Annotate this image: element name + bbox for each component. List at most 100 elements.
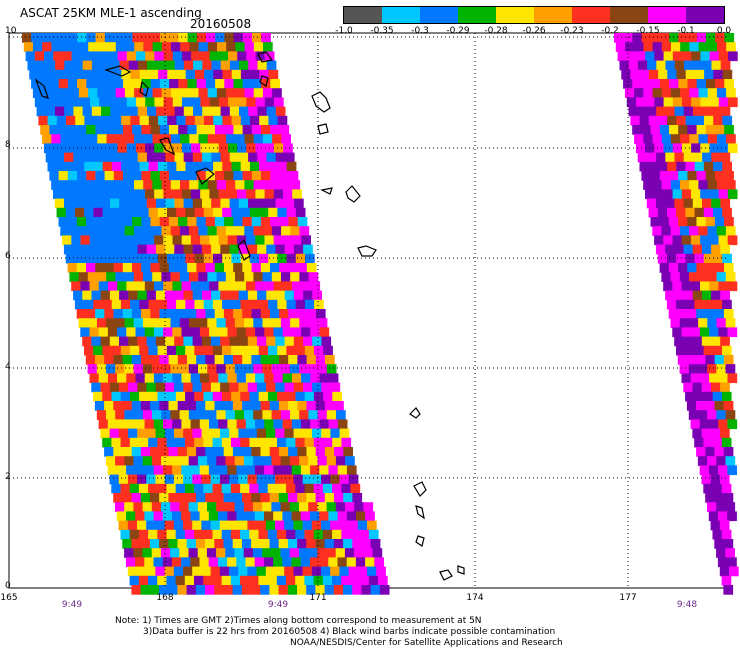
swath-cell (211, 106, 222, 117)
swath-cell (701, 428, 712, 439)
swath-cell (114, 33, 124, 43)
swath-cell (233, 263, 243, 273)
swath-cell (291, 465, 302, 476)
swath-cell (186, 401, 197, 411)
swath-cell (188, 456, 199, 466)
swath-cell (104, 171, 115, 181)
swath-cell (271, 548, 281, 558)
swath-cell (284, 566, 294, 577)
swath-cell (271, 226, 282, 236)
swath-cell (183, 428, 193, 439)
swath-cell (211, 60, 222, 71)
swath-cell (280, 318, 291, 328)
swath-cell (720, 106, 731, 117)
swath-cell (117, 143, 128, 154)
swath-cell (163, 143, 174, 154)
swath-cell (253, 42, 264, 52)
swath-cell (148, 161, 159, 172)
swath-cell (91, 152, 102, 163)
swath-cell (716, 502, 726, 512)
swath-cell (669, 79, 679, 89)
swath-cell (707, 42, 718, 52)
swath-cell (220, 244, 230, 255)
swath-cell (153, 419, 164, 430)
swath-cell (164, 382, 175, 393)
swath-cell (141, 125, 152, 135)
swath-cell (258, 437, 269, 448)
swath-cell (151, 456, 162, 466)
swath-cell (343, 539, 353, 549)
swath-cell (619, 60, 630, 71)
swath-cell (279, 171, 290, 181)
swath-cell (690, 235, 701, 246)
swath-cell (665, 244, 675, 255)
swath-cell (51, 180, 61, 190)
swath-cell (692, 244, 703, 255)
swath-cell (665, 198, 675, 209)
swath-cell (262, 502, 272, 512)
swath-cell (43, 143, 54, 154)
swath-cell (121, 207, 131, 218)
swath-cell (185, 391, 195, 402)
swath-cell (665, 290, 675, 301)
swath-cell (293, 474, 304, 485)
swath-cell (337, 419, 348, 430)
swath-cell (217, 42, 227, 52)
swath-cell (245, 465, 256, 476)
swath-cell (690, 327, 701, 338)
swath-cell (648, 207, 659, 218)
swath-cell (361, 585, 372, 595)
swath-cell (306, 493, 317, 503)
swath-cell (117, 189, 128, 200)
swath-cell (122, 309, 133, 319)
swath-cell (152, 180, 163, 190)
swath-cell (276, 529, 287, 540)
legend-ticks: -1.0 -0.35 -0.3 -0.29 -0.28 -0.26 -0.23 -0.2 -0.… (335, 24, 731, 36)
swath-cell (161, 226, 172, 236)
swath-cell (227, 511, 237, 522)
swath-cell (137, 336, 148, 347)
swath-cell (181, 465, 191, 476)
swath-cell (253, 318, 263, 328)
swath-cell (207, 134, 218, 144)
swath-cell (249, 437, 260, 448)
swath-cell (266, 152, 277, 163)
swath-cell (191, 51, 201, 62)
swath-cell (176, 299, 186, 310)
swath-cell (280, 364, 291, 374)
swath-cell (174, 428, 184, 439)
swath-cell (135, 189, 146, 200)
swath-cell (234, 502, 245, 512)
swath-cell (298, 548, 309, 558)
swath-cell (229, 336, 240, 347)
swath-cell (267, 483, 278, 494)
swath-cell (715, 171, 725, 181)
swath-cell (152, 134, 163, 144)
swath-cell (313, 529, 324, 540)
swath-cell (376, 566, 386, 577)
swath-cell (141, 33, 152, 43)
swath-cell (224, 263, 234, 273)
swath-cell (73, 290, 83, 301)
swath-cell (196, 447, 206, 457)
swath-cell (722, 207, 732, 218)
swath-cell (95, 171, 106, 181)
swath-cell (89, 327, 100, 338)
swath-cell (711, 198, 721, 209)
swath-cell (199, 419, 210, 430)
swath-cell (280, 548, 291, 558)
swath-cell (315, 401, 326, 411)
swath-cell (659, 125, 670, 135)
swath-cell (148, 207, 159, 218)
swath-cell (696, 447, 706, 457)
swath-cell (258, 345, 269, 356)
swath-cell (23, 42, 34, 52)
swath-cell (235, 180, 245, 190)
swath-cell (715, 79, 725, 89)
swath-cell (80, 281, 91, 292)
swath-cell (261, 171, 271, 181)
lat-label-0: 0 (5, 581, 11, 591)
swath-cell (277, 253, 288, 264)
swath-cell (626, 51, 637, 62)
swath-cell (354, 502, 364, 512)
